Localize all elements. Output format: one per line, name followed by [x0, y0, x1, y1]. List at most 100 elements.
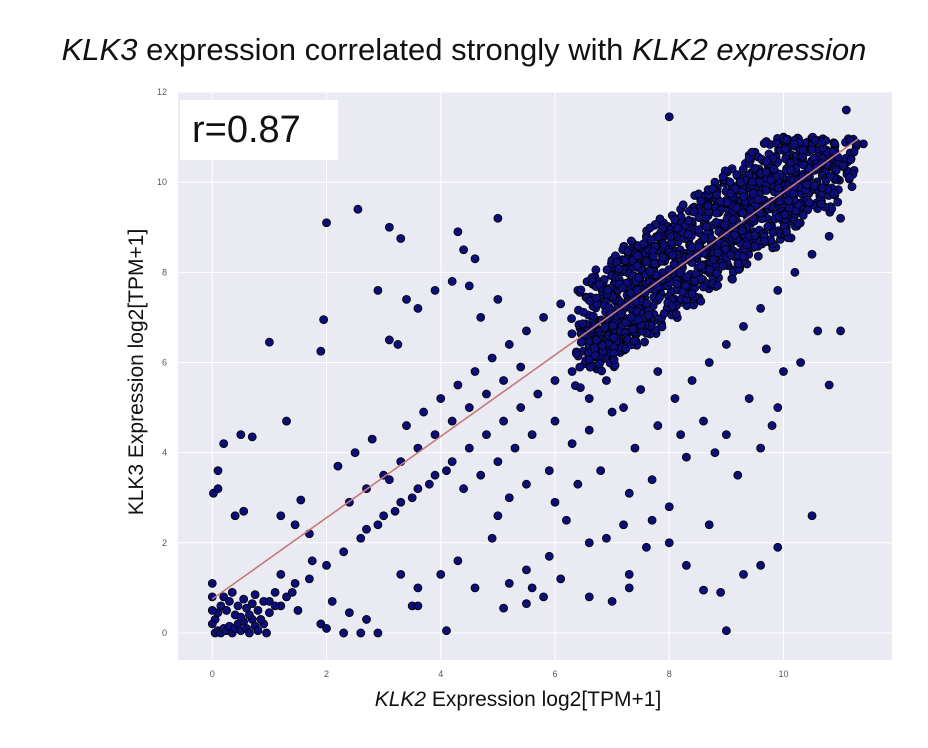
- data-point: [373, 285, 383, 295]
- data-point: [712, 190, 721, 200]
- data-point: [504, 340, 514, 349]
- data-point: [499, 416, 508, 426]
- data-point: [653, 421, 663, 430]
- data-point: [413, 484, 423, 494]
- data-point: [579, 307, 588, 317]
- data-point: [766, 175, 776, 185]
- data-point: [636, 385, 646, 394]
- x-axis-label-text: Expression log2[TPM+1]: [426, 688, 662, 711]
- data-point: [678, 287, 687, 297]
- data-point: [390, 506, 400, 516]
- data-point: [447, 416, 457, 426]
- data-point: [659, 308, 669, 318]
- data-point: [796, 358, 806, 367]
- data-point: [696, 296, 706, 306]
- data-point: [322, 218, 331, 228]
- data-point: [739, 322, 748, 331]
- data-point: [510, 443, 520, 453]
- data-point: [533, 389, 543, 399]
- data-point: [567, 367, 577, 376]
- data-point: [402, 294, 411, 304]
- data-point: [669, 259, 679, 269]
- data-point: [573, 479, 583, 489]
- data-point: [316, 346, 326, 356]
- data-point: [742, 240, 752, 250]
- data-point: [687, 242, 696, 252]
- data-point: [738, 208, 747, 218]
- data-point: [725, 177, 735, 187]
- data-point: [700, 234, 709, 243]
- data-point: [704, 520, 714, 530]
- data-point: [247, 432, 257, 442]
- data-point: [773, 542, 783, 552]
- x-tick-label: 4: [438, 669, 443, 679]
- data-point: [712, 208, 721, 218]
- data-point: [282, 592, 291, 602]
- data-point: [270, 601, 280, 611]
- data-point: [817, 159, 826, 168]
- data-point: [576, 285, 586, 295]
- data-point: [799, 160, 808, 170]
- data-point: [694, 213, 704, 223]
- data-point: [664, 112, 674, 122]
- data-point: [705, 265, 715, 274]
- data-point: [356, 533, 366, 543]
- data-point: [567, 439, 577, 449]
- data-point: [721, 340, 731, 349]
- data-point: [782, 227, 791, 237]
- title-gene-a: KLK3: [61, 32, 138, 67]
- data-point: [379, 511, 389, 521]
- data-point: [675, 268, 684, 278]
- data-point: [362, 524, 371, 534]
- data-point: [651, 270, 661, 280]
- data-point: [738, 164, 748, 174]
- data-point: [647, 475, 657, 485]
- data-point: [600, 323, 610, 332]
- data-point: [723, 198, 732, 207]
- data-point: [591, 265, 601, 275]
- data-point: [476, 312, 486, 322]
- data-point: [608, 321, 618, 331]
- data-point: [629, 336, 639, 346]
- data-point: [591, 293, 601, 303]
- data-point: [839, 161, 848, 171]
- data-point: [322, 624, 331, 633]
- data-point: [753, 194, 763, 204]
- data-point: [824, 231, 834, 241]
- data-point: [807, 249, 817, 259]
- data-point: [602, 265, 612, 275]
- data-point: [696, 261, 706, 271]
- data-point: [253, 606, 263, 615]
- y-tick-label: 12: [157, 87, 167, 97]
- data-point: [219, 439, 229, 449]
- data-point: [671, 309, 681, 319]
- data-point: [761, 186, 771, 195]
- data-point: [817, 137, 827, 147]
- data-point: [780, 210, 790, 220]
- data-point: [793, 219, 803, 228]
- data-point: [322, 560, 331, 570]
- data-point: [459, 245, 469, 255]
- data-point: [664, 502, 674, 512]
- data-point: [658, 223, 668, 233]
- data-point: [666, 232, 676, 241]
- data-point: [339, 628, 349, 638]
- data-point: [290, 520, 300, 530]
- data-point: [790, 267, 800, 277]
- data-point: [207, 619, 217, 629]
- data-point: [759, 139, 769, 148]
- data-point: [384, 222, 394, 232]
- data-point: [703, 201, 713, 211]
- data-point: [807, 145, 817, 154]
- data-point: [250, 590, 260, 600]
- data-point: [575, 362, 585, 372]
- data-point: [522, 479, 531, 489]
- x-tick-label: 6: [552, 669, 557, 679]
- data-point: [761, 167, 771, 177]
- data-point: [516, 362, 526, 372]
- data-point: [829, 189, 839, 199]
- data-point: [673, 223, 682, 233]
- data-point: [696, 196, 706, 206]
- data-point: [694, 242, 704, 251]
- data-point: [459, 484, 469, 494]
